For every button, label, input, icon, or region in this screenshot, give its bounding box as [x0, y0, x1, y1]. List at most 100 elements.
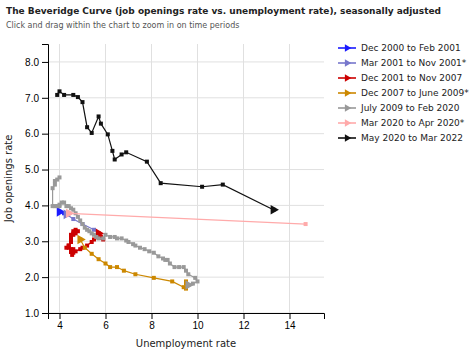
point — [67, 244, 71, 248]
point — [113, 235, 117, 239]
legend-marker — [345, 104, 351, 111]
tick-mark — [42, 277, 48, 278]
point — [62, 93, 66, 97]
point — [184, 269, 188, 273]
tick-label: 1.0 — [25, 308, 39, 319]
legend-marker — [345, 119, 351, 126]
point — [221, 183, 225, 187]
point — [131, 242, 135, 246]
title: The Beveridge Curve (job openings rate v… — [6, 6, 441, 16]
point — [104, 262, 108, 266]
x-axis-title: Unemployment rate — [136, 338, 236, 349]
line — [66, 214, 94, 229]
y-axis-title: Job openings rate — [3, 135, 14, 224]
grid-line-x — [105, 44, 106, 313]
grid-line-x — [151, 44, 152, 313]
legend-marker — [345, 59, 351, 66]
point — [71, 93, 75, 97]
legend-item: May 2020 to Mar 2022 — [338, 133, 463, 143]
legend-item: Mar 2001 to Nov 2001* — [338, 58, 467, 68]
point — [173, 265, 177, 269]
legend-marker — [345, 44, 351, 51]
point — [147, 249, 151, 253]
point — [71, 217, 75, 221]
point — [138, 246, 142, 250]
point — [152, 251, 156, 255]
point — [145, 160, 149, 164]
point — [58, 175, 62, 179]
point — [78, 218, 82, 222]
point — [51, 186, 55, 190]
point — [76, 215, 80, 219]
tick-mark — [42, 170, 48, 171]
point — [159, 181, 163, 185]
line — [53, 177, 198, 285]
tick-label: 6.0 — [25, 128, 39, 139]
tick: 14 — [284, 313, 296, 331]
tick-mark — [198, 313, 199, 319]
legend-label: May 2020 to Mar 2022 — [361, 133, 463, 143]
point — [85, 125, 89, 129]
point — [152, 276, 156, 280]
point — [92, 228, 96, 232]
marks — [51, 89, 308, 290]
tick-label: 5.0 — [25, 164, 39, 175]
point — [78, 247, 82, 251]
point — [69, 233, 73, 237]
tick: 5.0 — [25, 164, 48, 175]
legend-marker — [345, 74, 351, 81]
tick: 12 — [238, 313, 250, 331]
point — [97, 257, 101, 261]
point — [122, 269, 126, 273]
point — [64, 204, 68, 208]
tick: 6.0 — [25, 128, 48, 139]
legend-label: July 2009 to Feb 2020 — [360, 103, 460, 113]
legend-item: Dec 2001 to Nov 2007 — [338, 73, 462, 83]
point — [81, 100, 85, 104]
series — [77, 235, 188, 291]
tick: 6 — [103, 313, 109, 331]
tick: 4 — [57, 313, 63, 331]
tick: 4.0 — [25, 200, 48, 211]
legend-item: Mar 2020 to Apr 2020* — [338, 118, 465, 128]
tick: 8.0 — [25, 57, 48, 68]
axis-line — [42, 45, 49, 314]
point — [124, 239, 128, 243]
y-axis: 1.02.03.04.05.06.07.08.0 — [25, 45, 48, 319]
point — [120, 236, 124, 240]
point — [97, 114, 101, 118]
point — [106, 132, 110, 136]
point — [90, 131, 94, 135]
axis-line — [49, 314, 325, 320]
tick-mark — [152, 313, 153, 319]
point — [200, 185, 204, 189]
point — [76, 95, 80, 99]
tick-mark — [244, 313, 245, 319]
legend-label: Dec 2000 to Feb 2001 — [361, 43, 461, 53]
tick-mark — [42, 98, 48, 99]
line — [69, 213, 306, 224]
grid-line-y — [48, 205, 324, 206]
point — [83, 246, 87, 250]
tick-label: 4 — [57, 320, 63, 331]
legend-marker — [345, 89, 351, 96]
legend-label: Dec 2007 to June 2009* — [361, 88, 469, 98]
start-arrow — [186, 280, 194, 290]
tick-mark — [42, 62, 48, 63]
point — [143, 247, 147, 251]
legend: Dec 2000 to Feb 2001 Mar 2001 to Nov 2001… — [338, 43, 469, 143]
legend-label: Mar 2020 to Apr 2020* — [361, 118, 465, 128]
start-arrow — [271, 205, 279, 215]
point — [124, 150, 128, 154]
point — [90, 240, 94, 244]
series — [64, 228, 105, 257]
tick: 8 — [149, 313, 155, 331]
line — [57, 91, 273, 209]
point — [53, 183, 57, 187]
point — [81, 222, 85, 226]
point — [90, 252, 94, 256]
point — [304, 222, 308, 226]
tick-mark — [42, 134, 48, 135]
tick-mark — [42, 241, 48, 242]
tick-label: 3.0 — [25, 236, 39, 247]
